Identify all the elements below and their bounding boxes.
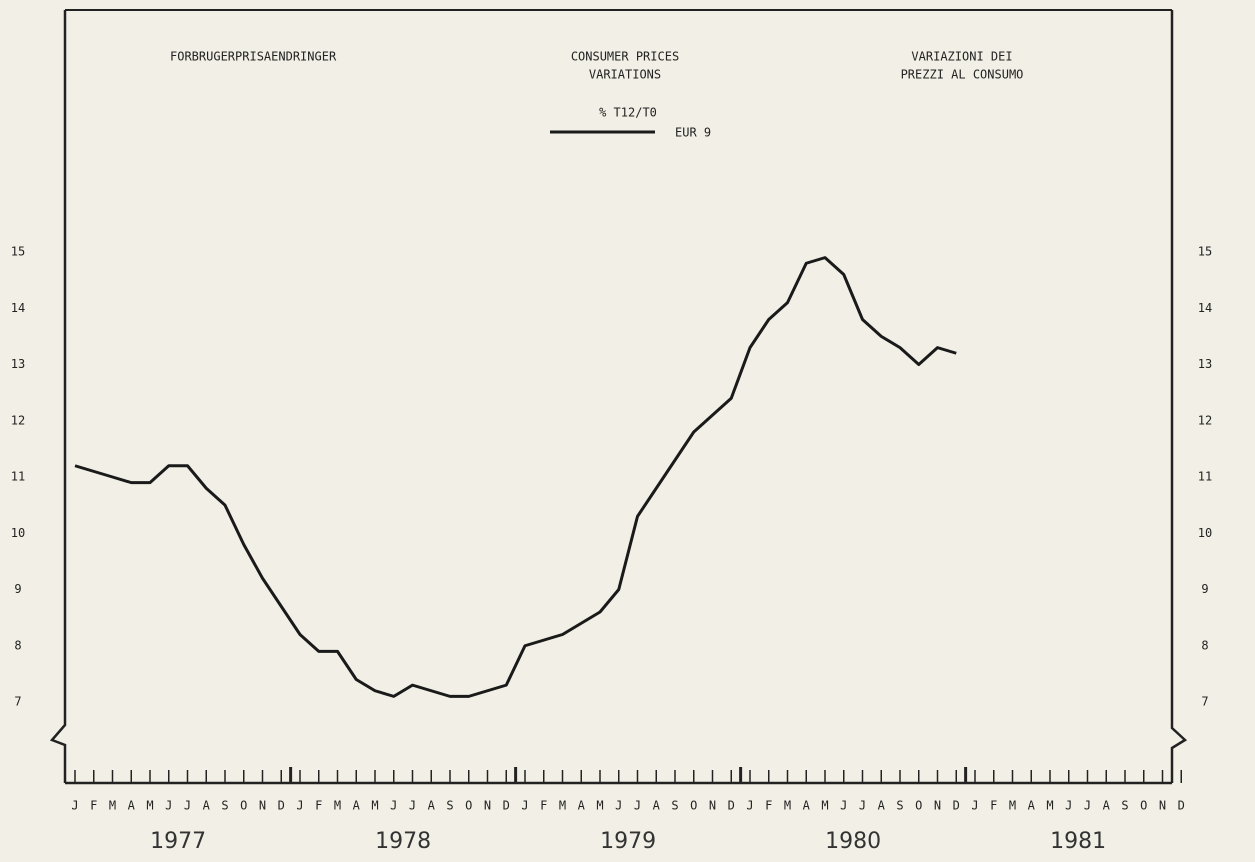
y2-tick-label: 15 <box>1198 245 1212 259</box>
x-tick-label: F <box>315 799 322 813</box>
x-tick-label: M <box>596 799 603 813</box>
x-tick-label: O <box>465 799 472 813</box>
title-center: VARIATIONS <box>589 68 661 82</box>
subtitle: % T12/T0 <box>599 106 657 120</box>
x-tick-label: A <box>578 799 586 813</box>
x-tick-label: N <box>709 799 716 813</box>
x-tick-label: S <box>671 799 678 813</box>
y-tick-label: 8 <box>14 638 21 652</box>
y2-tick-label: 8 <box>1201 638 1208 652</box>
x-tick-label: F <box>540 799 547 813</box>
title-right: VARIAZIONI DEI <box>911 50 1012 64</box>
x-tick-label: N <box>934 799 941 813</box>
left-axis <box>49 10 67 783</box>
y-tick-label: 13 <box>11 357 25 371</box>
y-tick-label: 12 <box>11 413 25 427</box>
x-tick-label: M <box>146 799 153 813</box>
x-tick-label: N <box>259 799 266 813</box>
x-tick-label: A <box>203 799 211 813</box>
x-tick-label: J <box>390 799 397 813</box>
data-line <box>74 256 957 698</box>
x-tick-label: M <box>1046 799 1053 813</box>
x-tick-label: J <box>409 799 416 813</box>
x-tick-label: J <box>634 799 641 813</box>
title-left: FORBRUGERPRISAENDRINGER <box>170 50 337 64</box>
y2-tick-label: 12 <box>1198 413 1212 427</box>
x-tick-label: A <box>128 799 136 813</box>
y-tick-label: 15 <box>11 245 25 259</box>
x-tick-label: J <box>971 799 978 813</box>
year-label: 1977 <box>150 829 206 854</box>
x-tick-label: D <box>728 799 735 813</box>
y2-tick-label: 14 <box>1198 301 1212 315</box>
y-tick-label: 10 <box>11 526 25 540</box>
year-label: 1979 <box>600 829 656 854</box>
x-tick-label: M <box>784 799 791 813</box>
x-tick-label: M <box>334 799 341 813</box>
x-tick-label: A <box>1103 799 1111 813</box>
year-label: 1981 <box>1050 829 1106 854</box>
x-tick-label: J <box>859 799 866 813</box>
x-tick-label: J <box>521 799 528 813</box>
x-tick-label: M <box>371 799 378 813</box>
x-tick-label: J <box>840 799 847 813</box>
y-tick-label: 14 <box>11 301 25 315</box>
x-tick-label: A <box>878 799 886 813</box>
x-tick-label: A <box>353 799 361 813</box>
x-tick-label: O <box>915 799 922 813</box>
year-label: 1980 <box>825 829 881 854</box>
x-tick-label: J <box>615 799 622 813</box>
x-tick-label: N <box>484 799 491 813</box>
x-tick-label: J <box>165 799 172 813</box>
x-tick-label: M <box>109 799 116 813</box>
x-tick-label: S <box>1121 799 1128 813</box>
x-tick-label: D <box>1178 799 1185 813</box>
x-tick-label: J <box>1065 799 1072 813</box>
title-center: CONSUMER PRICES <box>571 50 679 64</box>
x-tick-label: D <box>953 799 960 813</box>
x-tick-label: A <box>428 799 436 813</box>
x-tick-label: S <box>896 799 903 813</box>
y-tick-label: 7 <box>14 695 21 709</box>
x-tick-label: O <box>1140 799 1147 813</box>
x-tick-label: O <box>690 799 697 813</box>
x-tick-label: J <box>71 799 78 813</box>
x-tick-label: F <box>990 799 997 813</box>
y2-tick-label: 9 <box>1201 582 1208 596</box>
x-tick-label: F <box>90 799 97 813</box>
x-tick-label: A <box>1028 799 1036 813</box>
x-tick-label: S <box>446 799 453 813</box>
x-tick-label: A <box>803 799 811 813</box>
x-tick-label: A <box>653 799 661 813</box>
x-tick-label: J <box>746 799 753 813</box>
x-tick-label: J <box>1084 799 1091 813</box>
x-tick-label: J <box>184 799 191 813</box>
x-tick-label: J <box>296 799 303 813</box>
x-tick-label: F <box>765 799 772 813</box>
x-tick-label: M <box>821 799 828 813</box>
y2-tick-label: 11 <box>1198 470 1212 484</box>
x-tick-label: D <box>503 799 510 813</box>
y2-tick-label: 13 <box>1198 357 1212 371</box>
x-tick-label: O <box>240 799 247 813</box>
right-axis <box>1170 10 1188 783</box>
x-tick-label: M <box>559 799 566 813</box>
legend-label: EUR 9 <box>675 126 711 140</box>
x-tick-label: S <box>221 799 228 813</box>
y-tick-label: 11 <box>11 470 25 484</box>
y2-tick-label: 7 <box>1201 695 1208 709</box>
title-right: PREZZI AL CONSUMO <box>901 68 1024 82</box>
x-tick-label: D <box>278 799 285 813</box>
x-tick-label: N <box>1159 799 1166 813</box>
y-tick-label: 9 <box>14 582 21 596</box>
year-label: 1978 <box>375 829 431 854</box>
y2-tick-label: 10 <box>1198 526 1212 540</box>
x-tick-label: M <box>1009 799 1016 813</box>
